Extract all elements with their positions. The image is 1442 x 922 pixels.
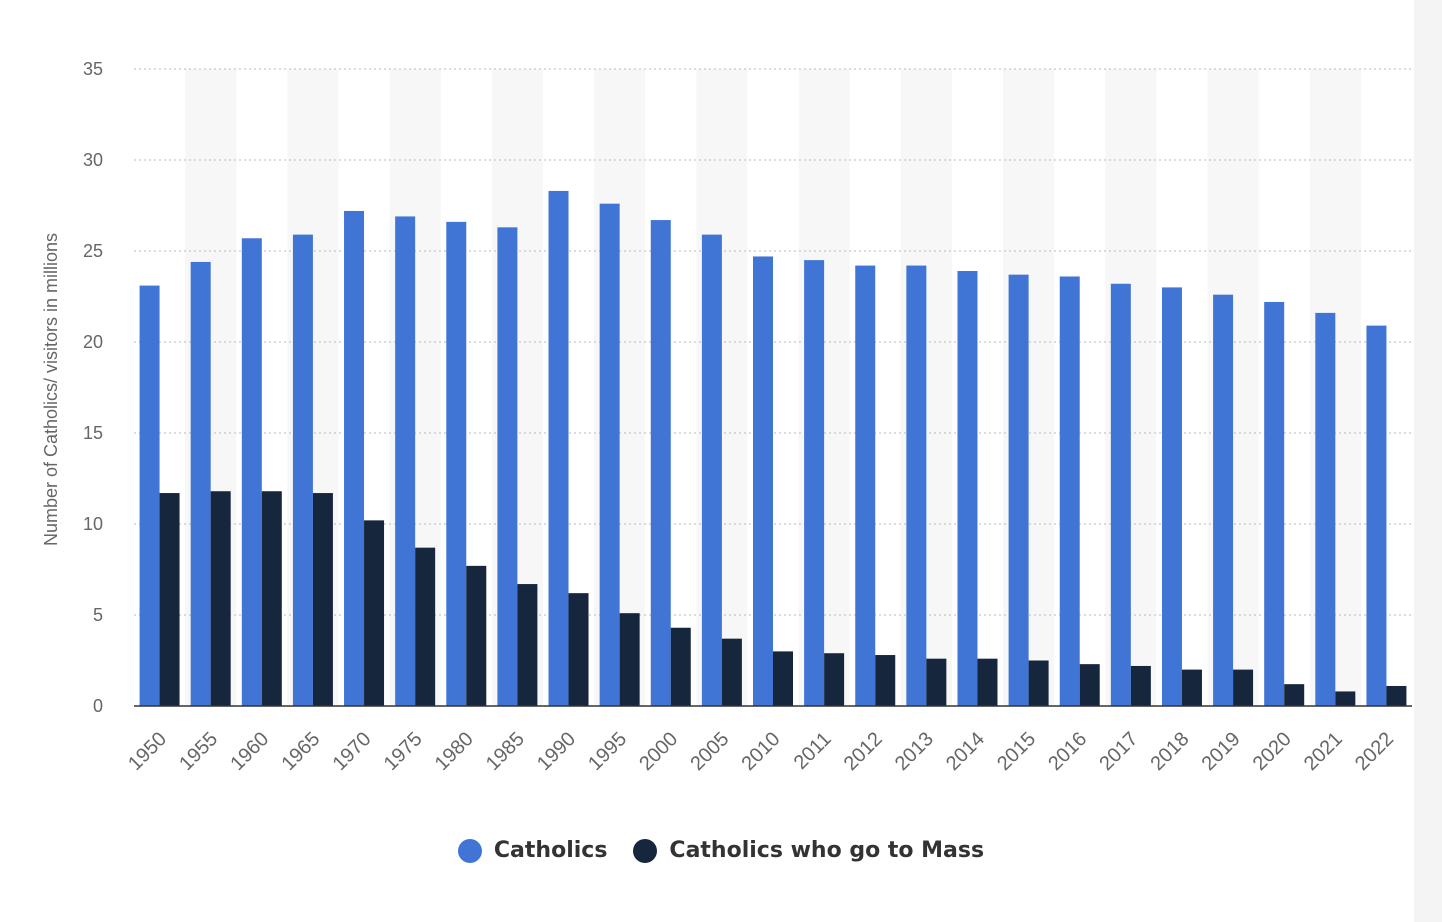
bar-catholics[interactable] (804, 260, 825, 706)
bar-mass-attendance[interactable] (159, 493, 180, 706)
x-tick-label: 1995 (584, 728, 631, 775)
bar-catholics[interactable] (446, 221, 467, 706)
x-tick-label: 2010 (738, 728, 785, 775)
bar-mass-attendance[interactable] (466, 565, 487, 706)
x-tick-label: 1975 (380, 728, 427, 775)
bar-catholics[interactable] (1366, 325, 1387, 706)
bar-catholics[interactable] (1110, 283, 1131, 706)
bar-mass-attendance[interactable] (1233, 669, 1254, 706)
x-tick-label: 2021 (1300, 728, 1347, 775)
bar-catholics[interactable] (190, 261, 211, 706)
bar-mass-attendance[interactable] (773, 651, 793, 706)
x-tick-label: 2005 (686, 728, 733, 775)
x-tick-label: 2017 (1095, 728, 1142, 775)
bar-mass-attendance[interactable] (517, 584, 538, 706)
bar-catholics[interactable] (1008, 274, 1029, 706)
x-tick-label: 1970 (329, 728, 376, 775)
bar-mass-attendance[interactable] (1079, 664, 1100, 706)
y-axis-title: Number of Catholics/ visitors in million… (41, 233, 61, 546)
bar-mass-attendance[interactable] (1284, 684, 1305, 706)
legend-label-mass: Catholics who go to Mass (669, 838, 985, 863)
bar-mass-attendance[interactable] (824, 653, 845, 706)
bar-catholics[interactable] (753, 256, 773, 706)
x-tick-label: 2013 (891, 728, 938, 775)
legend-item-catholics[interactable]: Catholics (457, 838, 608, 863)
bar-mass-attendance[interactable] (1130, 665, 1151, 706)
legend-label-catholics: Catholics (493, 838, 608, 863)
legend-swatch-catholics (457, 838, 482, 863)
y-tick-label: 0 (93, 696, 103, 716)
x-tick-label: 1955 (175, 728, 222, 775)
bar-mass-attendance[interactable] (312, 493, 333, 706)
bar-catholics[interactable] (548, 190, 569, 706)
x-tick-label: 1990 (533, 728, 580, 775)
bar-catholics[interactable] (139, 285, 160, 706)
x-tick-label: 2018 (1146, 728, 1193, 775)
legend-item-mass[interactable]: Catholics who go to Mass (633, 838, 984, 863)
x-tick-label: 2014 (942, 728, 989, 775)
bar-catholics[interactable] (1059, 276, 1080, 706)
bar-catholics[interactable] (292, 234, 313, 706)
x-tick-label: 1960 (226, 728, 273, 775)
bar-mass-attendance[interactable] (721, 638, 742, 706)
x-tick-label: 2011 (790, 728, 836, 774)
legend: Catholics Catholics who go to Mass (0, 838, 1442, 863)
x-tick-label: 2015 (993, 728, 1040, 775)
bar-catholics[interactable] (599, 203, 620, 706)
bar-mass-attendance[interactable] (619, 613, 640, 706)
page-edge-strip (1414, 0, 1442, 922)
x-axis-ticks: 1950 1955 1960 1965 1970 1975 1980 1985 1990 1995… (124, 728, 1398, 775)
y-tick-label: 15 (83, 423, 103, 443)
bar-catholics[interactable] (1213, 294, 1234, 706)
bar-catholics[interactable] (855, 265, 876, 706)
bar-mass-attendance[interactable] (1028, 660, 1049, 707)
y-tick-label: 30 (83, 150, 103, 170)
bar-catholics[interactable] (1161, 287, 1182, 706)
y-tick-label: 35 (83, 59, 103, 79)
y-gridlines (134, 68, 1412, 616)
bar-mass-attendance[interactable] (670, 627, 691, 706)
x-tick-label: 1965 (277, 728, 324, 775)
bar-mass-attendance[interactable] (977, 658, 998, 706)
x-tick-label: 2022 (1351, 728, 1398, 775)
bar-mass-attendance[interactable] (568, 593, 589, 706)
bar-mass-attendance[interactable] (1335, 691, 1356, 706)
x-tick-label: 2019 (1198, 728, 1245, 775)
bar-mass-attendance[interactable] (1181, 669, 1202, 706)
x-tick-label: 1950 (124, 728, 171, 775)
x-tick-label: 2000 (635, 728, 682, 775)
bar-catholics[interactable] (1264, 301, 1285, 706)
bar-catholics[interactable] (1315, 312, 1336, 706)
x-tick-label: 2012 (840, 728, 887, 775)
legend-swatch-mass (633, 838, 658, 863)
bar-catholics[interactable] (241, 238, 262, 706)
bar-mass-attendance[interactable] (926, 658, 947, 706)
bar-catholics[interactable] (344, 210, 365, 706)
bar-catholics[interactable] (701, 234, 722, 706)
x-tick-label: 2016 (1044, 728, 1091, 775)
bar-catholics[interactable] (650, 220, 671, 706)
bar-catholics[interactable] (957, 271, 978, 706)
y-axis-ticks: 0 5 10 15 20 25 30 35 (83, 59, 103, 716)
bar-mass-attendance[interactable] (210, 491, 231, 706)
bar-mass-attendance[interactable] (261, 491, 282, 706)
bar-mass-attendance[interactable] (875, 655, 896, 706)
bars (139, 190, 1407, 707)
x-tick-label: 1985 (482, 728, 529, 775)
y-tick-label: 5 (93, 605, 103, 625)
x-tick-label: 2020 (1249, 728, 1296, 775)
y-tick-label: 25 (83, 241, 103, 261)
y-tick-label: 10 (83, 514, 103, 534)
x-tick-label: 1980 (431, 728, 478, 775)
bar-catholics[interactable] (395, 216, 416, 707)
bar-mass-attendance[interactable] (364, 520, 385, 706)
bar-catholics[interactable] (497, 227, 518, 706)
bar-mass-attendance[interactable] (415, 547, 436, 706)
bar-mass-attendance[interactable] (1386, 685, 1407, 706)
bar-catholics[interactable] (906, 265, 927, 706)
y-tick-label: 20 (83, 332, 103, 352)
